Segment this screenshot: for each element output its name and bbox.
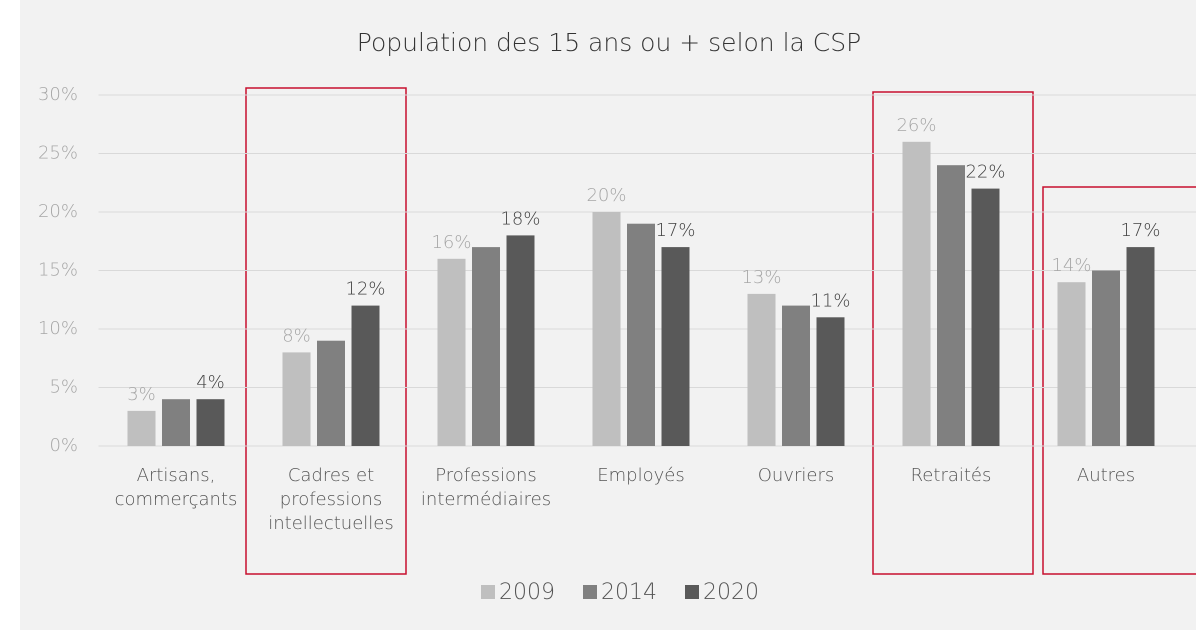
y-tick-label: 15% — [38, 260, 78, 281]
bar — [437, 258, 466, 446]
bar — [661, 247, 690, 446]
bar — [317, 340, 345, 446]
y-tick-label: 5% — [49, 377, 78, 398]
x-tick-label: Artisans, commerçants — [114, 465, 238, 510]
x-tick-label: Employés — [597, 465, 685, 486]
highlight-box — [872, 91, 1034, 575]
data-label: 17% — [1120, 220, 1160, 241]
highlight-box — [1042, 186, 1196, 575]
data-label: 11% — [810, 290, 850, 311]
data-label: 17% — [655, 220, 695, 241]
y-tick-label: 0% — [49, 435, 78, 456]
legend-swatch — [685, 585, 699, 599]
highlight-box — [245, 87, 407, 575]
bar — [1126, 247, 1155, 446]
x-tick-label: Ouvriers — [757, 465, 835, 486]
bar — [506, 235, 535, 446]
bar — [196, 399, 225, 446]
y-tick-label: 30% — [38, 84, 78, 105]
data-label: 20% — [586, 185, 626, 206]
legend-label: 2009 — [499, 580, 555, 605]
bar — [162, 399, 190, 446]
data-label: 3% — [127, 384, 156, 405]
data-label: 18% — [500, 208, 540, 229]
x-tick-label: Cadres et professions intellectuelles — [268, 465, 394, 534]
bar — [282, 352, 311, 446]
bar — [971, 188, 1000, 446]
data-label: 26% — [896, 115, 936, 136]
data-label: 4% — [196, 372, 225, 393]
bar — [937, 165, 965, 446]
bar — [592, 212, 621, 446]
chart-title: Population des 15 ans ou + selon la CSP — [357, 28, 861, 57]
y-tick-label: 20% — [38, 201, 78, 222]
legend-label: 2020 — [703, 580, 759, 605]
y-tick-label: 25% — [38, 143, 78, 164]
bar — [127, 410, 156, 446]
data-label: 13% — [741, 267, 781, 288]
bar — [472, 247, 500, 446]
x-tick-label: Autres — [1076, 465, 1136, 486]
x-tick-label: Professions intermédiaires — [420, 465, 552, 510]
bar — [351, 305, 380, 446]
bar — [1092, 270, 1120, 446]
data-label: 12% — [345, 279, 385, 300]
data-label: 8% — [282, 325, 311, 346]
x-tick-label: Retraités — [910, 465, 992, 486]
bar — [1057, 282, 1086, 446]
bar — [782, 305, 810, 446]
bar — [902, 141, 931, 447]
data-label: 22% — [965, 162, 1005, 183]
y-tick-label: 10% — [38, 318, 78, 339]
legend-label: 2014 — [601, 580, 657, 605]
data-label: 16% — [431, 232, 471, 253]
legend-swatch — [481, 585, 495, 599]
data-label: 14% — [1051, 255, 1091, 276]
legend-swatch — [583, 585, 597, 599]
bar — [816, 317, 845, 446]
bar — [747, 293, 776, 446]
bar — [627, 223, 655, 446]
